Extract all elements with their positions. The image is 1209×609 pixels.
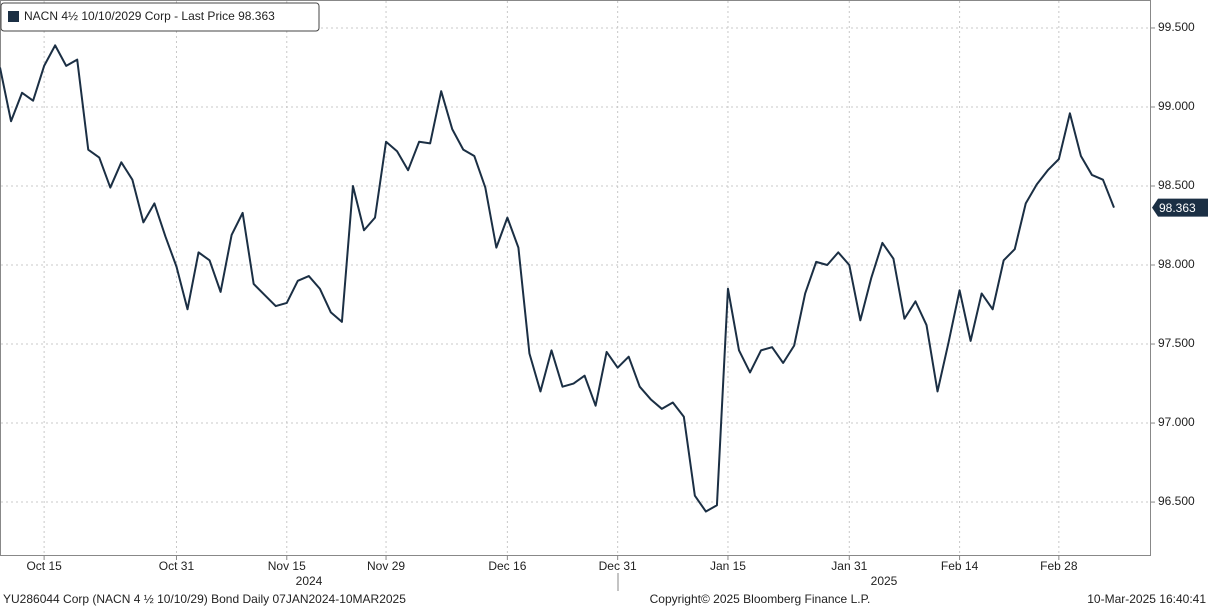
y-tick-label: 97.000	[1158, 415, 1195, 429]
x-tick-label: Jan 15	[710, 559, 746, 573]
x-tick-label: Feb 14	[941, 559, 979, 573]
last-price-tag	[1152, 198, 1208, 217]
x-tick-label: Oct 31	[159, 559, 195, 573]
y-tick-label: 97.500	[1158, 336, 1195, 350]
x-tick-label: Dec 16	[488, 559, 526, 573]
legend-box	[0, 2, 320, 32]
footer-left: YU286044 Corp (NACN 4 ½ 10/10/29) Bond D…	[3, 592, 406, 606]
legend-last-value: 98.363	[238, 9, 275, 23]
y-tick-label: 98.500	[1158, 178, 1195, 192]
footer-right: 10-Mar-2025 16:40:41	[1087, 592, 1206, 606]
price-line	[0, 44, 1115, 513]
legend-swatch	[8, 11, 19, 22]
x-tick-label: Jan 31	[831, 559, 867, 573]
last-price-label: 98.363	[1159, 201, 1196, 215]
legend: NACN 4½ 10/10/2029 Corp - Last Price 98.…	[0, 2, 320, 32]
x-tick-label: Nov 15	[268, 559, 306, 573]
year-label: 2024	[296, 574, 323, 588]
x-tick-label: Feb 28	[1040, 559, 1078, 573]
plot-area	[0, 0, 1151, 556]
legend-series: NACN 4½ 10/10/2029 Corp - Last Price	[24, 9, 235, 23]
y-tick-label: 99.000	[1158, 99, 1195, 113]
y-tick-label: 98.000	[1158, 257, 1195, 271]
legend-label: NACN 4½ 10/10/2029 Corp - Last Price 98.…	[24, 9, 275, 23]
year-label: 2025	[871, 574, 898, 588]
x-tick-label: Oct 15	[26, 559, 62, 573]
y-tick-label: 99.500	[1158, 20, 1195, 34]
y-tick-label: 96.500	[1158, 494, 1195, 508]
x-tick-label: Nov 29	[367, 559, 405, 573]
x-tick-label: Dec 31	[599, 559, 637, 573]
footer-center: Copyright© 2025 Bloomberg Finance L.P.	[650, 592, 871, 606]
